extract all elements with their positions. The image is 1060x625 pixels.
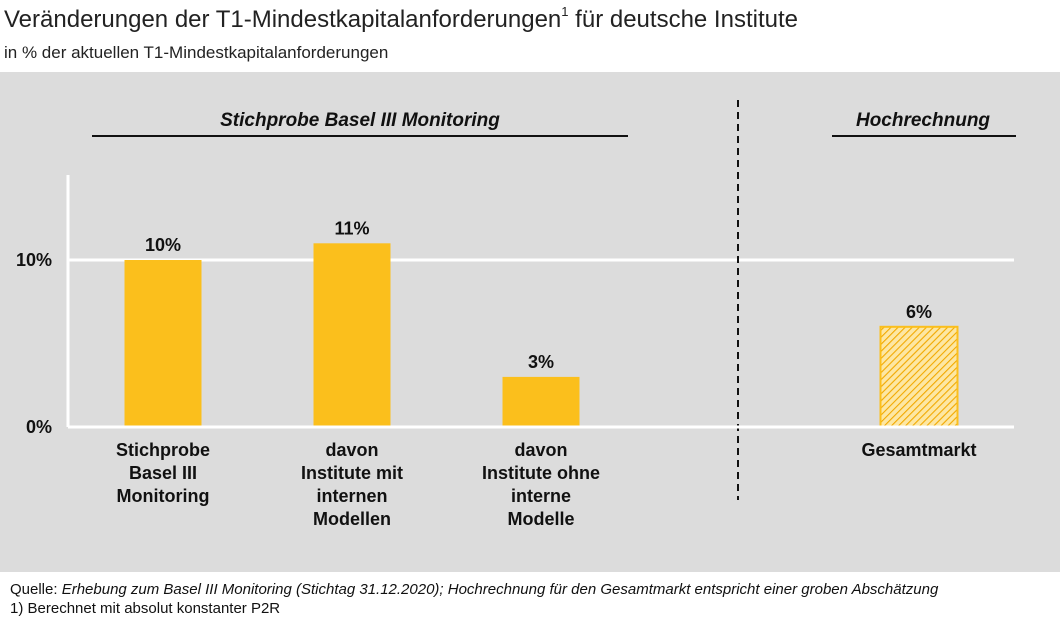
chart-footer: Quelle: Erhebung zum Basel III Monitorin… [10, 580, 938, 618]
title-footnote-marker: 1 [561, 4, 569, 19]
bar [124, 260, 202, 427]
data-label: 10% [145, 235, 181, 255]
bar-chart: 0% 10% Stichprobe Basel III Monitoring Hoch… [16, 100, 1016, 529]
bar [502, 376, 580, 427]
x-tick-label-line: Institute ohne [482, 463, 600, 483]
data-label: 11% [334, 218, 369, 238]
y-tick-label: 10% [16, 250, 52, 270]
x-tick-label-line: davon [514, 440, 567, 460]
footnote: 1) Berechnet mit absolut konstanter P2R [10, 600, 281, 617]
y-tick-label: 0% [26, 417, 52, 437]
x-tick-label: Stichprobe Basel III Monitoring [116, 440, 210, 506]
data-label: 6% [906, 302, 932, 322]
x-tick-label-line: Institute mit [301, 463, 403, 483]
bar [879, 325, 959, 428]
x-tick-label: davon Institute mit internen Modellen [301, 440, 403, 529]
x-tick-label-line: davon [325, 440, 378, 460]
x-tick-label-line: Monitoring [117, 486, 210, 506]
x-tick-label-line: Modellen [313, 509, 391, 529]
x-tick-label: davon Institute ohne interne Modelle [482, 440, 600, 529]
x-tick-label-line: internen [316, 486, 387, 506]
source-text: Erhebung zum Basel III Monitoring (Stich… [61, 581, 939, 598]
x-tick-label-line: Gesamtmarkt [861, 440, 976, 460]
chart-title-suffix: für deutsche Institute [568, 6, 798, 33]
x-tick-label-line: interne [511, 486, 571, 506]
bar [313, 243, 391, 427]
group-title: Hochrechnung [856, 110, 990, 131]
source-note: Quelle: Erhebung zum Basel III Monitorin… [10, 580, 938, 599]
data-label: 3% [528, 352, 554, 372]
x-tick-label-line: Basel III [129, 463, 197, 483]
chart-subtitle: in % der aktuellen T1-Mindestkapitalanfo… [4, 43, 389, 62]
chart-title-text: Veränderungen der T1-Mindestkapitalanfor… [4, 6, 562, 33]
group-title: Stichprobe Basel III Monitoring [220, 110, 500, 131]
x-tick-label-line: Stichprobe [116, 440, 210, 460]
source-label: Quelle: [10, 581, 62, 598]
chart-panel: 0% 10% Stichprobe Basel III Monitoring Hoch… [0, 72, 1060, 572]
chart-title: Veränderungen der T1-Mindestkapitalanfor… [4, 4, 798, 34]
x-tick-label-line: Modelle [507, 509, 574, 529]
x-tick-label: Gesamtmarkt [861, 440, 976, 460]
